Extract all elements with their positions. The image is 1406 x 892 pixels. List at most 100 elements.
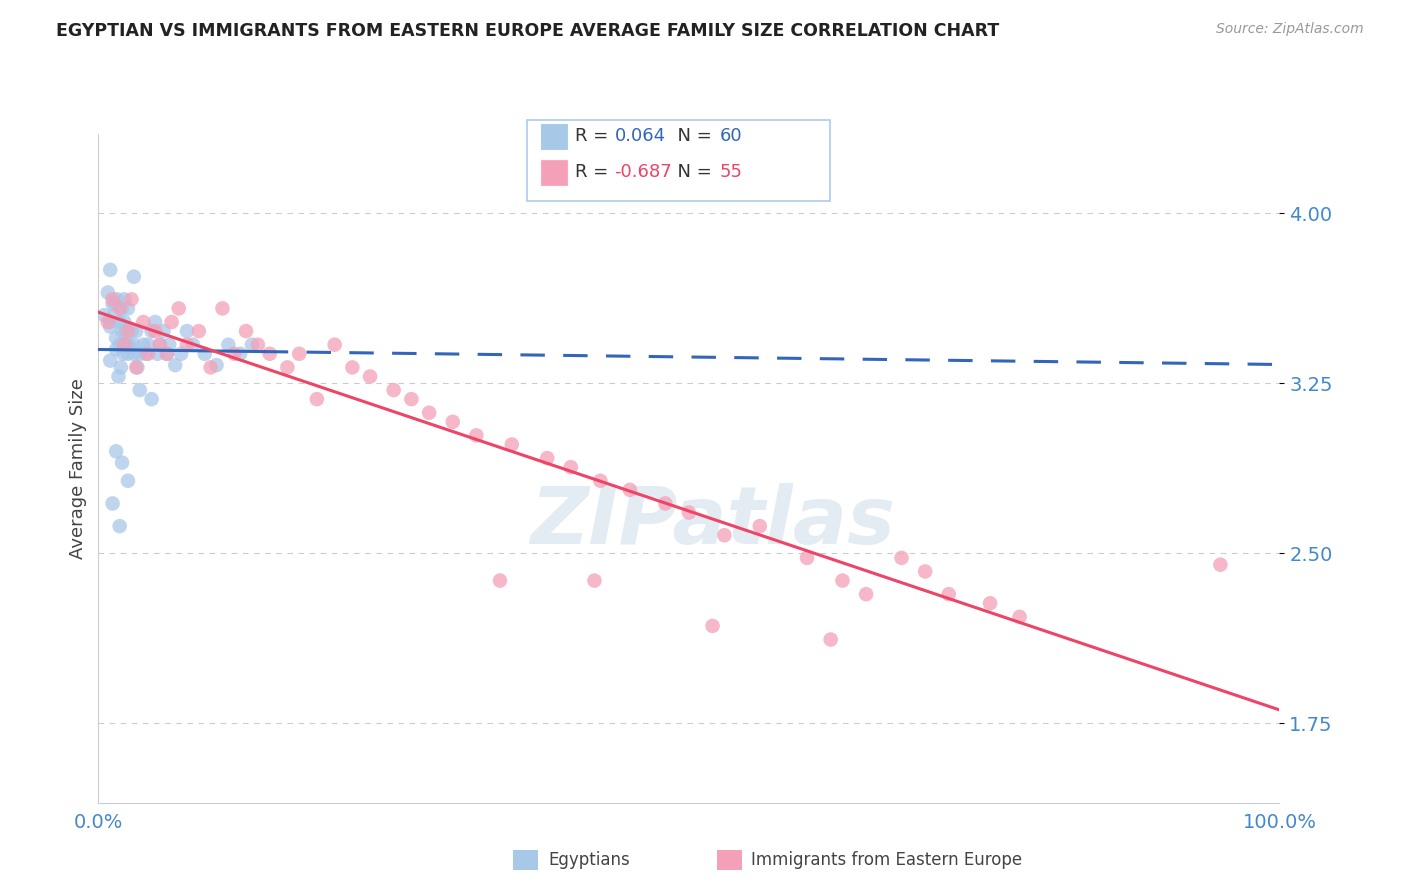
Point	[382, 383, 405, 397]
Point	[111, 456, 134, 470]
Text: EGYPTIAN VS IMMIGRANTS FROM EASTERN EUROPE AVERAGE FAMILY SIZE CORRELATION CHART: EGYPTIAN VS IMMIGRANTS FROM EASTERN EURO…	[56, 22, 1000, 40]
Point	[143, 324, 166, 338]
Text: N =: N =	[666, 163, 718, 181]
Y-axis label: Average Family Size: Average Family Size	[69, 378, 87, 558]
Point	[418, 406, 440, 420]
Point	[441, 415, 464, 429]
Point	[489, 574, 512, 588]
Point	[115, 337, 138, 351]
Point	[117, 324, 139, 338]
Point	[101, 297, 124, 311]
Point	[205, 358, 228, 372]
Point	[98, 315, 121, 329]
Point	[536, 451, 558, 466]
Point	[117, 301, 139, 316]
Point	[702, 619, 724, 633]
Point	[323, 337, 346, 351]
Point	[111, 301, 134, 316]
Point	[112, 337, 135, 351]
Point	[176, 337, 198, 351]
Point	[98, 319, 121, 334]
Text: R =: R =	[575, 128, 614, 145]
Point	[111, 324, 134, 338]
Point	[194, 347, 217, 361]
Point	[117, 474, 139, 488]
Point	[128, 383, 150, 397]
Point	[156, 347, 179, 361]
Point	[98, 263, 121, 277]
Point	[831, 574, 853, 588]
Point	[114, 324, 136, 338]
Point	[141, 324, 163, 338]
Point	[560, 460, 582, 475]
Point	[136, 347, 159, 361]
Point	[104, 297, 127, 311]
Text: R =: R =	[575, 163, 614, 181]
Point	[108, 337, 131, 351]
Point	[167, 301, 190, 316]
Text: Source: ZipAtlas.com: Source: ZipAtlas.com	[1216, 22, 1364, 37]
Point	[589, 474, 612, 488]
Point	[713, 528, 735, 542]
Point	[342, 360, 364, 375]
Point	[117, 347, 139, 361]
Point	[1209, 558, 1232, 572]
Point	[890, 550, 912, 565]
Point	[165, 358, 187, 372]
Point	[200, 360, 222, 375]
Point	[143, 315, 166, 329]
Point	[465, 428, 488, 442]
Text: 60: 60	[720, 128, 742, 145]
Point	[93, 308, 115, 322]
Point	[105, 331, 128, 345]
Point	[748, 519, 770, 533]
Point	[127, 360, 149, 375]
Point	[181, 337, 204, 351]
Point	[211, 301, 233, 316]
Point	[152, 324, 174, 338]
Point	[103, 308, 125, 322]
Point	[288, 347, 311, 361]
Point	[136, 337, 159, 351]
Point	[501, 437, 523, 451]
Point	[855, 587, 877, 601]
Point	[979, 596, 1001, 610]
Point	[108, 519, 131, 533]
Point	[132, 315, 155, 329]
Point	[796, 550, 818, 565]
Point	[125, 360, 148, 375]
Point	[121, 324, 143, 338]
Point	[110, 360, 132, 375]
Point	[141, 392, 163, 406]
Point	[112, 315, 135, 329]
Point	[187, 324, 209, 338]
Point	[108, 315, 131, 329]
Point	[105, 293, 128, 307]
Point	[97, 285, 120, 300]
Point	[107, 369, 129, 384]
Point	[401, 392, 423, 406]
Point	[101, 496, 124, 510]
Point	[135, 347, 157, 361]
Point	[146, 347, 169, 361]
Point	[125, 324, 148, 338]
Point	[112, 347, 135, 361]
Point	[1008, 610, 1031, 624]
Point	[118, 337, 141, 351]
Text: Immigrants from Eastern Europe: Immigrants from Eastern Europe	[751, 851, 1022, 869]
Point	[678, 506, 700, 520]
Point	[170, 347, 193, 361]
Point	[259, 347, 281, 361]
Point	[105, 343, 128, 357]
Point	[217, 337, 239, 351]
Point	[160, 315, 183, 329]
Point	[122, 347, 145, 361]
Point	[157, 337, 180, 351]
Point	[305, 392, 328, 406]
Point	[112, 293, 135, 307]
Point	[583, 574, 606, 588]
Point	[97, 315, 120, 329]
Point	[619, 483, 641, 497]
Point	[654, 496, 676, 510]
Point	[246, 337, 269, 351]
